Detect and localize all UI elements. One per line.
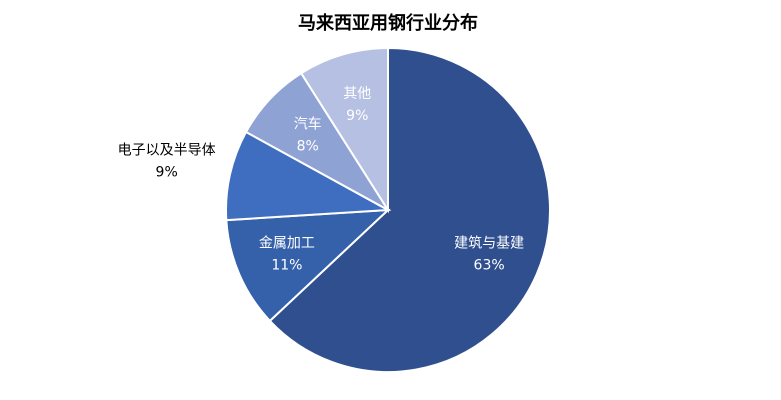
- pie-slice: [268, 46, 551, 373]
- slice-label: 建筑与基建: [454, 235, 524, 252]
- slice-value-label: 63%: [474, 258, 505, 274]
- pie-slice: [225, 130, 392, 222]
- slice-label: 电子以及半导体: [118, 143, 216, 159]
- slice-value-label: 8%: [297, 139, 319, 155]
- slice-label: 汽车: [294, 116, 322, 133]
- slice-value-label: 9%: [156, 165, 178, 181]
- pie-slice: [299, 46, 389, 214]
- slice-value-label: 11%: [271, 258, 302, 274]
- slice-label: 其他: [343, 86, 371, 102]
- chart-title: 马来西亚用钢行业分布: [298, 12, 478, 34]
- pie-slice: [225, 208, 391, 323]
- slice-value-label: 9%: [346, 108, 368, 124]
- slice-label: 金属加工: [259, 236, 315, 252]
